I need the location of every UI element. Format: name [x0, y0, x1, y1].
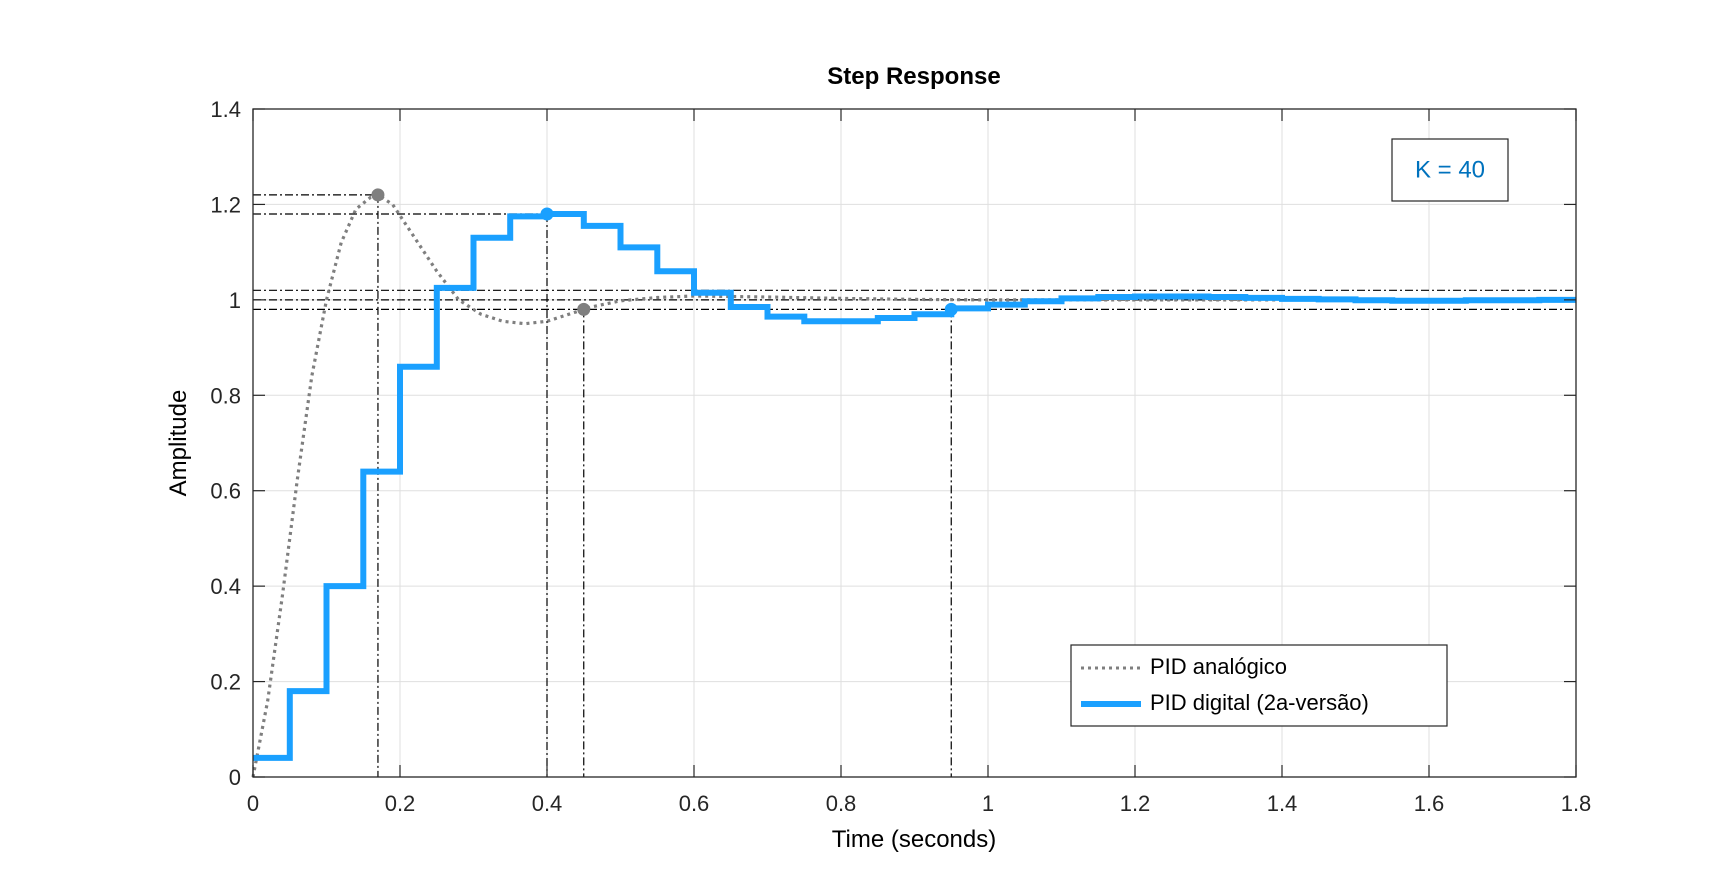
series-line-analog[interactable] [251, 193, 1576, 778]
annotation-box[interactable]: K = 40 [1391, 138, 1509, 202]
x-tick-label: 0.6 [679, 791, 710, 816]
y-tick-label: 1.4 [210, 97, 241, 122]
y-tick-label: 0 [229, 765, 241, 790]
axis-ticks [252, 108, 1577, 778]
y-tick-labels: 0 0.2 0.4 0.6 0.8 1 1.2 1.4 [210, 97, 241, 790]
chart-title: Step Response [827, 63, 1000, 90]
y-axis-label: Amplitude [165, 390, 192, 497]
x-tick-label: 0.4 [532, 791, 563, 816]
series-layer [251, 193, 1576, 778]
x-tick-labels: 0 0.2 0.4 0.6 0.8 1 1.2 1.4 1.6 1.8 [247, 791, 1591, 816]
annotation-text: K = 40 [1415, 156, 1485, 183]
y-tick-label: 0.8 [210, 383, 241, 408]
series-line-digital[interactable] [253, 211, 1576, 761]
legend-label-analog: PID analógico [1150, 654, 1287, 679]
x-tick-label: 1.4 [1267, 791, 1298, 816]
legend[interactable]: PID analógico PID digital (2a-versão) [1070, 644, 1448, 727]
plot-frame [252, 108, 1577, 778]
y-tick-label: 0.2 [210, 670, 241, 695]
x-tick-label: 1.8 [1561, 791, 1592, 816]
x-tick-label: 0.2 [385, 791, 416, 816]
y-tick-label: 1.2 [210, 192, 241, 217]
x-axis-label: Time (seconds) [832, 826, 996, 853]
x-tick-label: 1 [982, 791, 994, 816]
x-tick-label: 0.8 [826, 791, 857, 816]
y-tick-label: 0.4 [210, 574, 241, 599]
x-tick-label: 0 [247, 791, 259, 816]
characteristic-marker[interactable] [944, 302, 958, 316]
y-tick-label: 0.6 [210, 479, 241, 504]
legend-label-digital: PID digital (2a-versão) [1150, 690, 1369, 715]
characteristic-markers [371, 188, 958, 316]
y-tick-label: 1 [229, 288, 241, 313]
x-tick-label: 1.2 [1120, 791, 1151, 816]
characteristic-marker[interactable] [540, 207, 554, 221]
characteristic-marker[interactable] [577, 302, 591, 316]
x-tick-label: 1.6 [1414, 791, 1445, 816]
characteristic-marker[interactable] [371, 188, 385, 202]
